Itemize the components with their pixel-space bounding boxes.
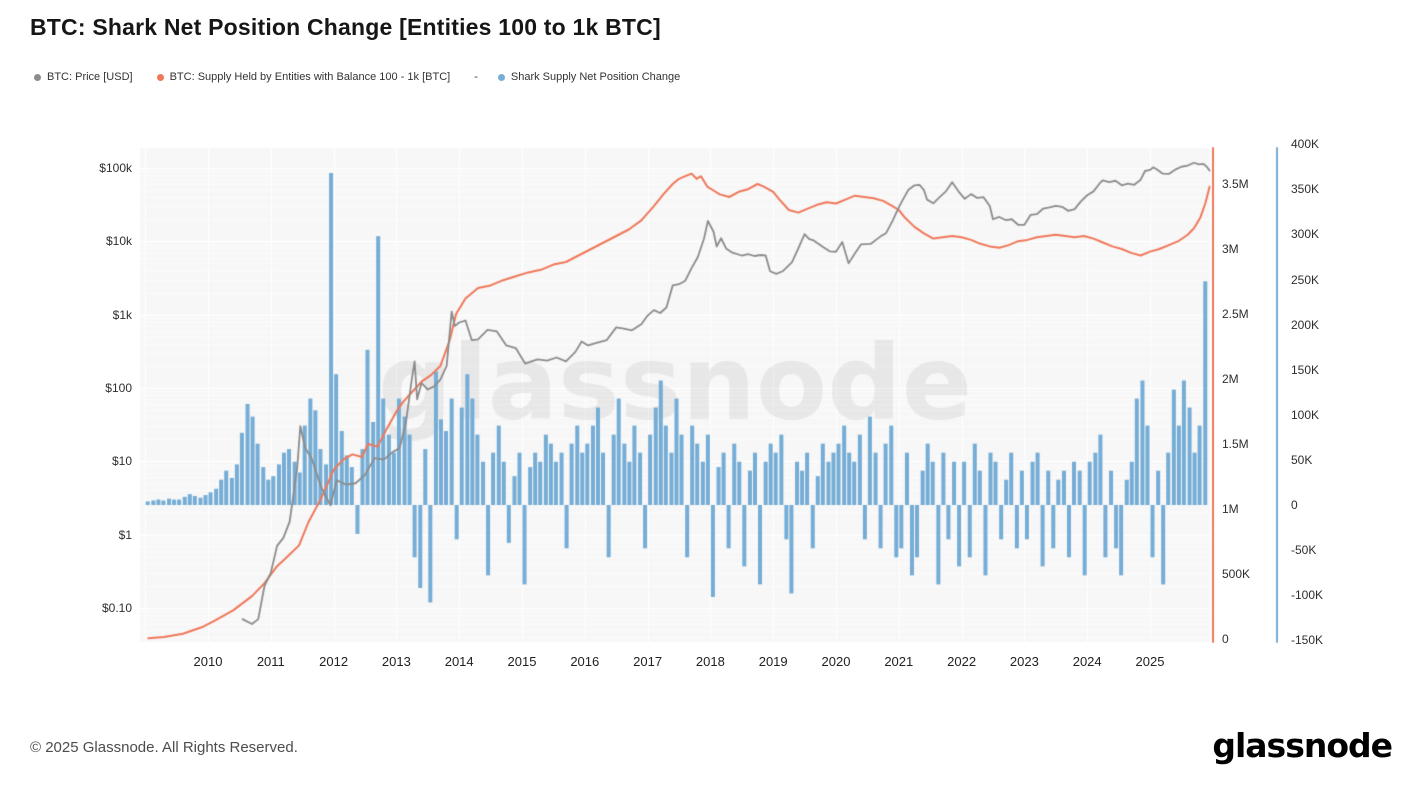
- legend-item-price[interactable]: BTC: Price [USD]: [34, 71, 133, 83]
- copyright-text: © 2025 Glassnode. All Rights Reserved.: [30, 739, 298, 756]
- legend-item-net-position[interactable]: Shark Supply Net Position Change: [497, 71, 681, 83]
- price-series-dot-icon: [34, 73, 41, 81]
- legend-label-net-position: Shark Supply Net Position Change: [510, 71, 681, 83]
- supply-series-dot-icon: [156, 73, 164, 81]
- legend-label-price: BTC: Price [USD]: [47, 71, 133, 83]
- legend-separator: -: [474, 71, 478, 83]
- legend: BTC: Price [USD] BTC: Supply Held by Ent…: [34, 71, 704, 83]
- legend-item-supply[interactable]: BTC: Supply Held by Entities with Balanc…: [156, 71, 451, 83]
- page-title: BTC: Shark Net Position Change [Entities…: [30, 14, 661, 40]
- net-series-dot-icon: [497, 73, 505, 81]
- glassnode-logo: glassnode: [1212, 726, 1393, 765]
- legend-label-supply: BTC: Supply Held by Entities with Balanc…: [169, 71, 451, 83]
